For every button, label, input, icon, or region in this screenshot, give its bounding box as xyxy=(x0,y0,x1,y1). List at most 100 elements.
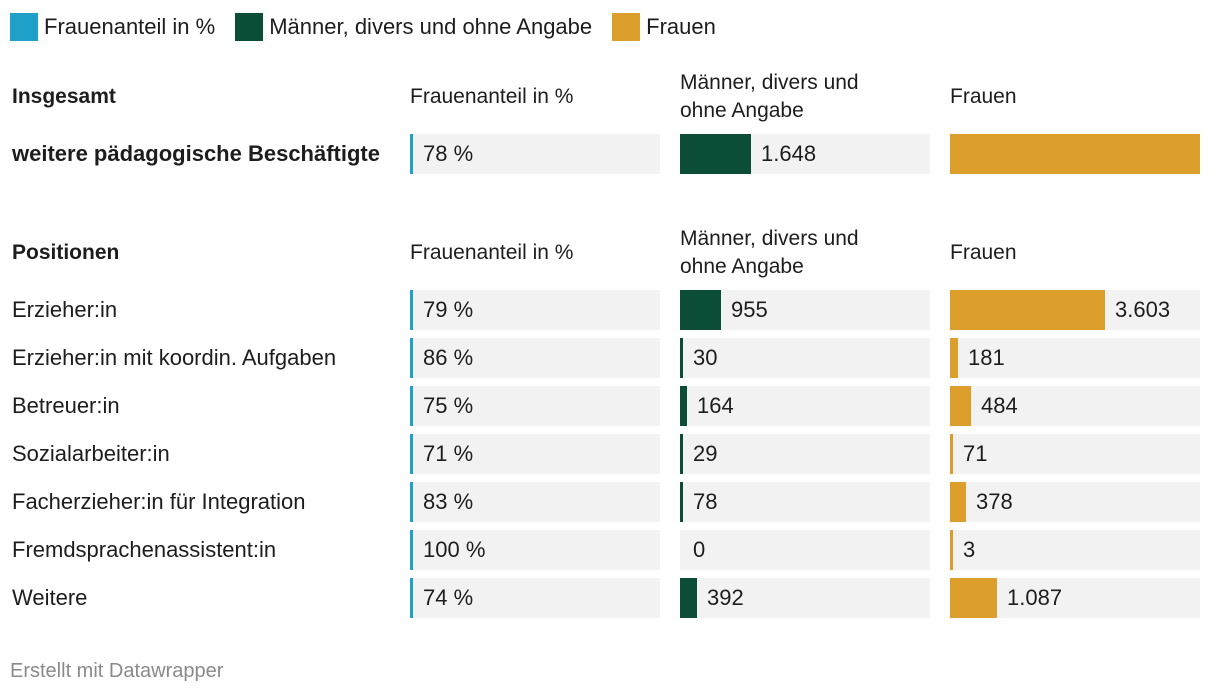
bar-women xyxy=(950,482,966,522)
value-women: 3 xyxy=(963,537,976,562)
bar-share xyxy=(410,482,413,522)
bar-women xyxy=(950,134,1200,174)
cell-share: 75 % xyxy=(410,386,660,426)
cell-men: 955 xyxy=(680,290,930,330)
cell-men: 392 xyxy=(680,578,930,618)
value-share: 71 % xyxy=(423,441,474,466)
bar-share xyxy=(410,578,413,618)
column-header-men: Männer, divers und ohne Angabe xyxy=(680,69,859,125)
footer-credit: Erstellt mit Datawrapper xyxy=(10,660,224,682)
cell-share: 100 % xyxy=(410,530,660,570)
value-men: 78 xyxy=(693,489,718,514)
cell-women: 3.603 xyxy=(950,290,1200,330)
cell-men: 0 xyxy=(680,530,930,570)
legend-item: Frauen xyxy=(612,13,716,41)
bar-men xyxy=(680,134,751,174)
column-header-women: Frauen xyxy=(950,241,1017,264)
bar-share xyxy=(410,338,413,378)
cell-men: 30 xyxy=(680,338,930,378)
column-header-share: Frauenanteil in % xyxy=(410,241,574,264)
cell-women: 1.087 xyxy=(950,578,1200,618)
cell-women: 5.807 xyxy=(950,134,1200,174)
column-header-men: Männer, divers und ohne Angabe xyxy=(680,225,859,281)
value-men: 30 xyxy=(693,345,718,370)
cell-share: 79 % xyxy=(410,290,660,330)
cell-men: 78 xyxy=(680,482,930,522)
value-men: 29 xyxy=(693,441,718,466)
row-label: Betreuer:in xyxy=(12,393,120,418)
row-label: Facherzieher:in für Integration xyxy=(12,489,306,514)
cell-men: 1.648 xyxy=(680,134,930,174)
cell-share: 83 % xyxy=(410,482,660,522)
bar-men xyxy=(680,386,687,426)
value-share: 100 % xyxy=(423,537,486,562)
bar-women xyxy=(950,434,953,474)
section-title: Positionen xyxy=(12,241,120,264)
legend: Frauenanteil in % Männer, divers und ohne… xyxy=(10,12,736,42)
legend-label: Männer, divers und ohne Angabe xyxy=(269,14,593,39)
bar-men xyxy=(680,482,683,522)
cell-men: 29 xyxy=(680,434,930,474)
value-women: 3.603 xyxy=(1115,297,1171,322)
value-men: 0 xyxy=(693,537,706,562)
cell-share: 74 % xyxy=(410,578,660,618)
cell-share: 78 % xyxy=(410,134,660,174)
bar-women xyxy=(950,338,958,378)
value-share: 83 % xyxy=(423,489,474,514)
bar-men xyxy=(680,434,683,474)
row-label: weitere pädagogische Beschäftigte xyxy=(12,141,380,166)
row-label: Weitere xyxy=(12,585,88,610)
value-men: 392 xyxy=(707,585,744,610)
legend-item: Frauenanteil in % xyxy=(10,13,215,41)
legend-label: Frauenanteil in % xyxy=(44,14,216,39)
bar-men xyxy=(680,578,697,618)
bar-share xyxy=(410,434,413,474)
bar-share xyxy=(410,386,413,426)
value-women: 378 xyxy=(976,489,1013,514)
row-label: Sozialarbeiter:in xyxy=(12,441,170,466)
value-women: 181 xyxy=(968,345,1005,370)
cell-men: 164 xyxy=(680,386,930,426)
cell-women: 484 xyxy=(950,386,1200,426)
bar-women xyxy=(950,530,953,570)
cell-women: 378 xyxy=(950,482,1200,522)
column-header-line: Männer, divers und xyxy=(680,71,859,94)
value-share: 74 % xyxy=(423,585,474,610)
value-men: 1.648 xyxy=(761,141,817,166)
value-women: 484 xyxy=(981,393,1018,418)
row-label: Erzieher:in xyxy=(12,297,118,322)
legend-swatch-men xyxy=(235,13,264,41)
value-men: 955 xyxy=(731,297,768,322)
cell-women: 3 xyxy=(950,530,1200,570)
legend-label: Frauen xyxy=(646,14,716,39)
column-header-line: ohne Angabe xyxy=(680,255,804,278)
bar-men xyxy=(680,290,721,330)
cell-share: 71 % xyxy=(410,434,660,474)
legend-swatch-women xyxy=(612,13,641,41)
column-header-women: Frauen xyxy=(950,85,1017,108)
row-label: Erzieher:in mit koordin. Aufgaben xyxy=(12,345,337,370)
cell-women: 181 xyxy=(950,338,1200,378)
value-share: 79 % xyxy=(423,297,474,322)
value-women: 71 xyxy=(963,441,988,466)
value-share: 78 % xyxy=(423,141,474,166)
value-share: 75 % xyxy=(423,393,474,418)
legend-swatch-share xyxy=(10,13,38,41)
cell-women: 71 xyxy=(950,434,1200,474)
bar-men xyxy=(680,338,683,378)
column-header-share: Frauenanteil in % xyxy=(410,85,574,108)
row-label: Fremdsprachenassistent:in xyxy=(12,537,277,562)
cell-share: 86 % xyxy=(410,338,660,378)
column-header-line: Männer, divers und xyxy=(680,227,859,250)
value-women: 1.087 xyxy=(1007,585,1063,610)
value-share: 86 % xyxy=(423,345,474,370)
section-title: Insgesamt xyxy=(12,85,116,108)
bar-share xyxy=(410,290,413,330)
bar-share xyxy=(410,134,413,174)
column-header-line: ohne Angabe xyxy=(680,99,804,122)
legend-item: Männer, divers und ohne Angabe xyxy=(235,13,592,41)
bar-women xyxy=(950,290,1105,330)
value-men: 164 xyxy=(697,393,734,418)
bar-women xyxy=(950,578,997,618)
bar-share xyxy=(410,530,413,570)
